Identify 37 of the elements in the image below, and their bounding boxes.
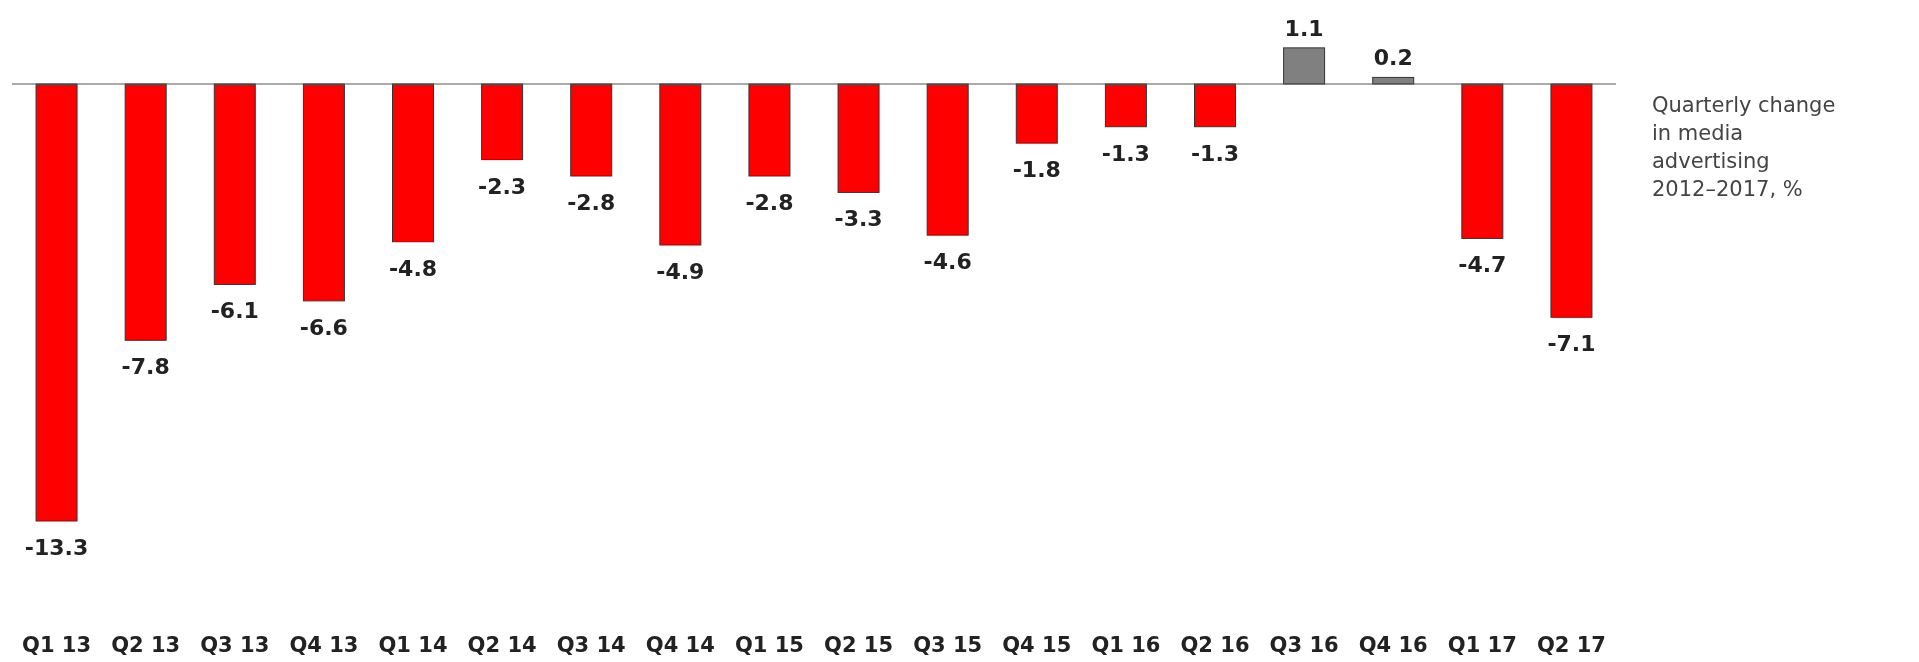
x-tick-label: Q3 16 [1269, 633, 1339, 657]
x-tick-label: Q4 16 [1358, 633, 1428, 657]
data-label: -4.7 [1458, 252, 1507, 278]
data-label: -6.6 [299, 314, 348, 340]
x-tick-label: Q3 13 [200, 633, 270, 657]
x-tick-label: Q2 14 [467, 633, 537, 657]
x-tick-label: Q1 15 [734, 633, 804, 657]
data-label: -7.1 [1547, 331, 1596, 357]
data-label: -6.1 [210, 298, 259, 324]
data-label: -2.8 [745, 190, 794, 215]
x-tick-label: Q3 14 [556, 633, 626, 657]
x-tick-label: Q4 15 [1002, 633, 1072, 657]
data-label: -4.9 [656, 259, 705, 284]
x-tick-label: Q2 16 [1180, 633, 1250, 657]
data-label: -7.8 [121, 354, 170, 380]
data-label: -3.3 [834, 206, 883, 232]
x-tick-label: Q4 14 [645, 633, 715, 657]
data-label: 0.2 [1373, 45, 1413, 71]
data-label: -2.3 [478, 173, 527, 199]
data-label: -13.3 [24, 535, 89, 560]
x-tick-label: Q1 17 [1447, 633, 1517, 657]
x-tick-label: Q4 13 [289, 633, 359, 657]
data-label: -4.6 [923, 249, 972, 275]
x-tick-label: Q2 13 [111, 633, 181, 657]
x-tick-label: Q3 15 [913, 633, 983, 657]
data-label: -2.8 [567, 190, 616, 215]
x-tick-label: Q2 17 [1536, 633, 1606, 657]
data-label: -1.3 [1190, 140, 1240, 166]
x-tick-label: Q2 15 [824, 633, 894, 657]
data-label: -4.8 [388, 255, 438, 281]
x-tick-label: Q1 14 [378, 633, 448, 657]
x-tick-label: Q1 16 [1091, 633, 1161, 657]
data-label: 1.1 [1284, 15, 1324, 41]
x-tick-label: Q1 13 [22, 633, 92, 657]
text: Quarterly change in media advertising 2012–2017, % [1652, 93, 1836, 201]
data-label: -1.3 [1101, 140, 1150, 166]
data-label: -1.8 [1012, 157, 1061, 183]
